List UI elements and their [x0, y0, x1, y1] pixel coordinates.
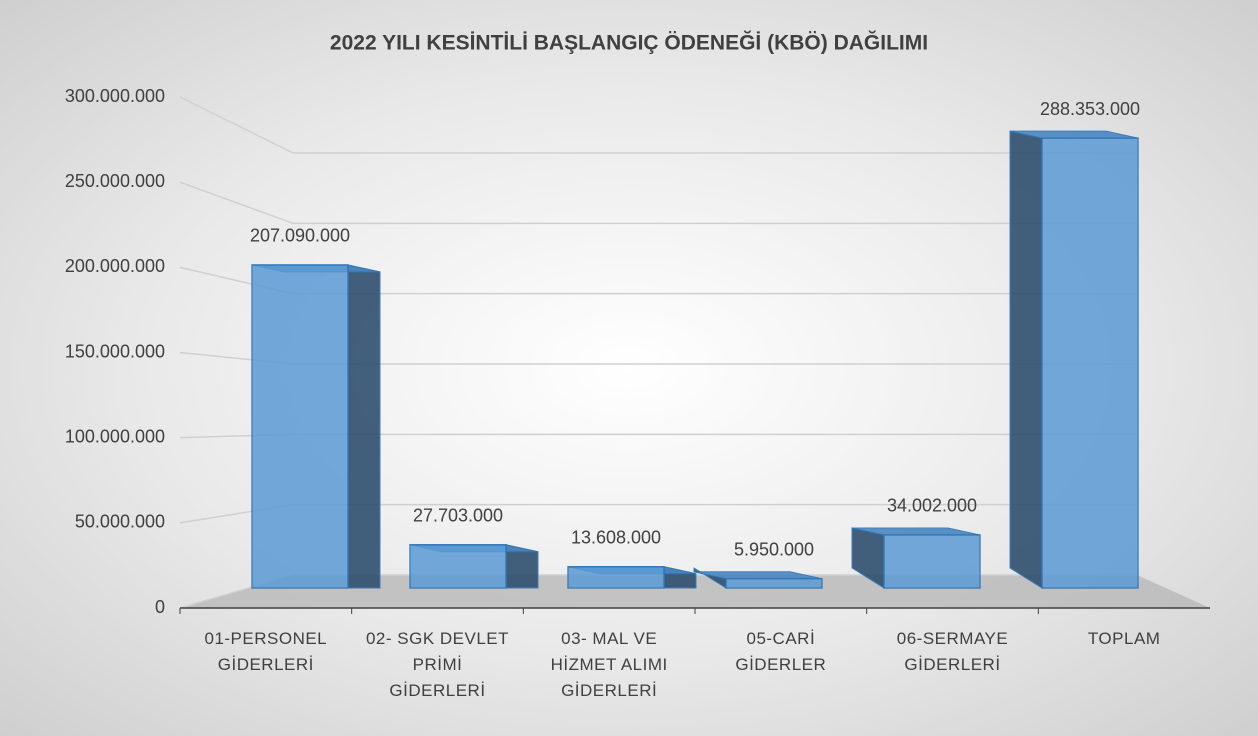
data-label: 34.002.000: [887, 496, 977, 516]
x-tick-label: 01-PERSONEL GİDERLERİ: [204, 629, 328, 674]
bar: [409, 544, 507, 589]
data-label: 13.608.000: [571, 528, 661, 548]
data-label: 288.353.000: [1040, 99, 1140, 119]
x-tick-label: 06-SERMAYE GİDERLERİ: [896, 629, 1009, 674]
data-label: 27.703.000: [413, 506, 503, 526]
grid-line: [179, 96, 1137, 154]
y-tick-label: 200.000.000: [65, 256, 165, 276]
data-label: 207.090.000: [250, 226, 350, 246]
y-tick-label: 300.000.000: [65, 86, 165, 106]
bar-side: [1009, 130, 1043, 589]
x-tick-label: 02- SGK DEVLET PRİMİ GİDERLERİ: [365, 629, 510, 700]
y-tick-label: 100.000.000: [65, 426, 165, 446]
y-tick-label: 250.000.000: [65, 171, 165, 191]
x-tick-label: 03- MAL VE HİZMET ALIMI GİDERLERİ: [550, 629, 668, 700]
bar: [567, 566, 665, 589]
y-tick-label: 0: [155, 597, 165, 617]
bar: [725, 577, 823, 589]
y-tick-label: 50.000.000: [75, 512, 165, 532]
data-label: 5.950.000: [734, 539, 814, 559]
x-tick-label: TOPLAM: [1087, 629, 1161, 648]
x-tick-label: 05-CARİ GİDERLER: [735, 629, 827, 674]
bar: [251, 264, 349, 589]
chart-title: 2022 YILI KESİNTİLİ BAŞLANGIÇ ÖDENEĞİ (K…: [330, 31, 928, 55]
bar: [883, 534, 981, 589]
y-tick-label: 150.000.000: [65, 341, 165, 361]
grid-line: [179, 181, 1137, 225]
bar: [1041, 137, 1139, 589]
bar-side: [347, 264, 381, 589]
